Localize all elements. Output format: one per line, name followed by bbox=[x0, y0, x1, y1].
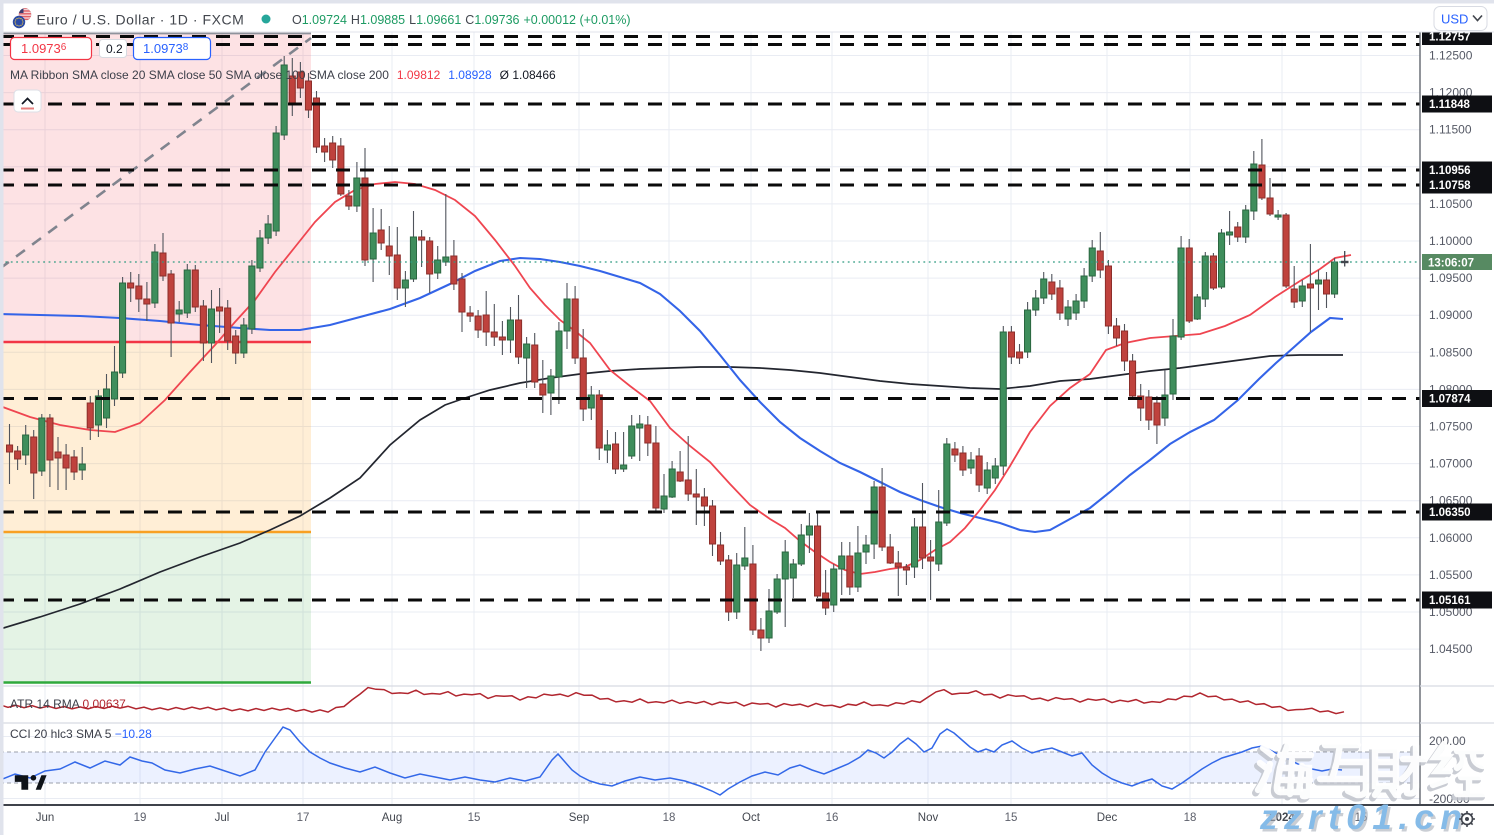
svg-text:1.07000: 1.07000 bbox=[1429, 457, 1473, 471]
svg-text:18: 18 bbox=[1184, 812, 1197, 824]
svg-text:0.2: 0.2 bbox=[106, 42, 123, 56]
svg-text:Jun: Jun bbox=[36, 812, 55, 824]
svg-text:1.06350: 1.06350 bbox=[1429, 507, 1471, 519]
svg-text:1.08500: 1.08500 bbox=[1429, 345, 1473, 359]
svg-text:16: 16 bbox=[826, 812, 839, 824]
svg-text:200.00: 200.00 bbox=[1429, 734, 1466, 748]
svg-text:Oct: Oct bbox=[742, 812, 761, 824]
svg-text:zzrt01.cn: zzrt01.cn bbox=[1262, 801, 1471, 836]
svg-text:2024: 2024 bbox=[1269, 812, 1295, 824]
svg-text:1.09000: 1.09000 bbox=[1429, 308, 1473, 322]
svg-text:1.05500: 1.05500 bbox=[1429, 568, 1473, 582]
svg-text:Dec: Dec bbox=[1097, 812, 1118, 824]
svg-text:1.07500: 1.07500 bbox=[1429, 420, 1473, 434]
svg-text:1.10500: 1.10500 bbox=[1429, 197, 1473, 211]
svg-text:1.09736: 1.09736 bbox=[21, 41, 67, 56]
svg-text:1.04500: 1.04500 bbox=[1429, 642, 1473, 656]
svg-text:1.11500: 1.11500 bbox=[1429, 123, 1472, 137]
svg-text:1.09500: 1.09500 bbox=[1429, 271, 1473, 285]
svg-text:Aug: Aug bbox=[382, 812, 402, 824]
svg-text:zzrt01.cn: zzrt01.cn bbox=[1259, 798, 1468, 835]
svg-text:1.07874: 1.07874 bbox=[1429, 394, 1471, 406]
svg-text:18: 18 bbox=[663, 812, 676, 824]
svg-text:1.12500: 1.12500 bbox=[1429, 49, 1473, 63]
svg-text:15: 15 bbox=[1355, 812, 1368, 824]
svg-text:1.10758: 1.10758 bbox=[1429, 180, 1471, 192]
svg-text:17: 17 bbox=[297, 812, 310, 824]
svg-text:CCI 20 hlc3 SMA 5 −10.28: CCI 20 hlc3 SMA 5 −10.28 bbox=[10, 727, 152, 741]
svg-text:Nov: Nov bbox=[918, 812, 939, 824]
svg-text:15: 15 bbox=[1005, 812, 1018, 824]
svg-text:15: 15 bbox=[468, 812, 481, 824]
svg-text:Euro / U.S. Dollar · 1D · FXCM: Euro / U.S. Dollar · 1D · FXCM bbox=[37, 12, 245, 28]
svg-text:1.06000: 1.06000 bbox=[1429, 531, 1473, 545]
svg-text:Jul: Jul bbox=[215, 812, 230, 824]
svg-text:USD: USD bbox=[1441, 12, 1468, 27]
svg-text:ATR 14 RMA 0.00637: ATR 14 RMA 0.00637 bbox=[10, 697, 126, 711]
svg-text:1.09738: 1.09738 bbox=[143, 41, 189, 56]
svg-text:MA Ribbon SMA close 20 SMA clo: MA Ribbon SMA close 20 SMA close 50 SMA … bbox=[10, 68, 556, 82]
svg-text:1.05161: 1.05161 bbox=[1429, 595, 1471, 607]
svg-text:19: 19 bbox=[134, 812, 147, 824]
svg-text:1.11848: 1.11848 bbox=[1429, 99, 1471, 111]
svg-text:1.10000: 1.10000 bbox=[1429, 234, 1473, 248]
svg-text:Sep: Sep bbox=[569, 812, 589, 824]
svg-text:1.12757: 1.12757 bbox=[1429, 32, 1471, 44]
svg-text:13:06:07: 13:06:07 bbox=[1428, 258, 1474, 270]
svg-text:1.10956: 1.10956 bbox=[1429, 165, 1471, 177]
